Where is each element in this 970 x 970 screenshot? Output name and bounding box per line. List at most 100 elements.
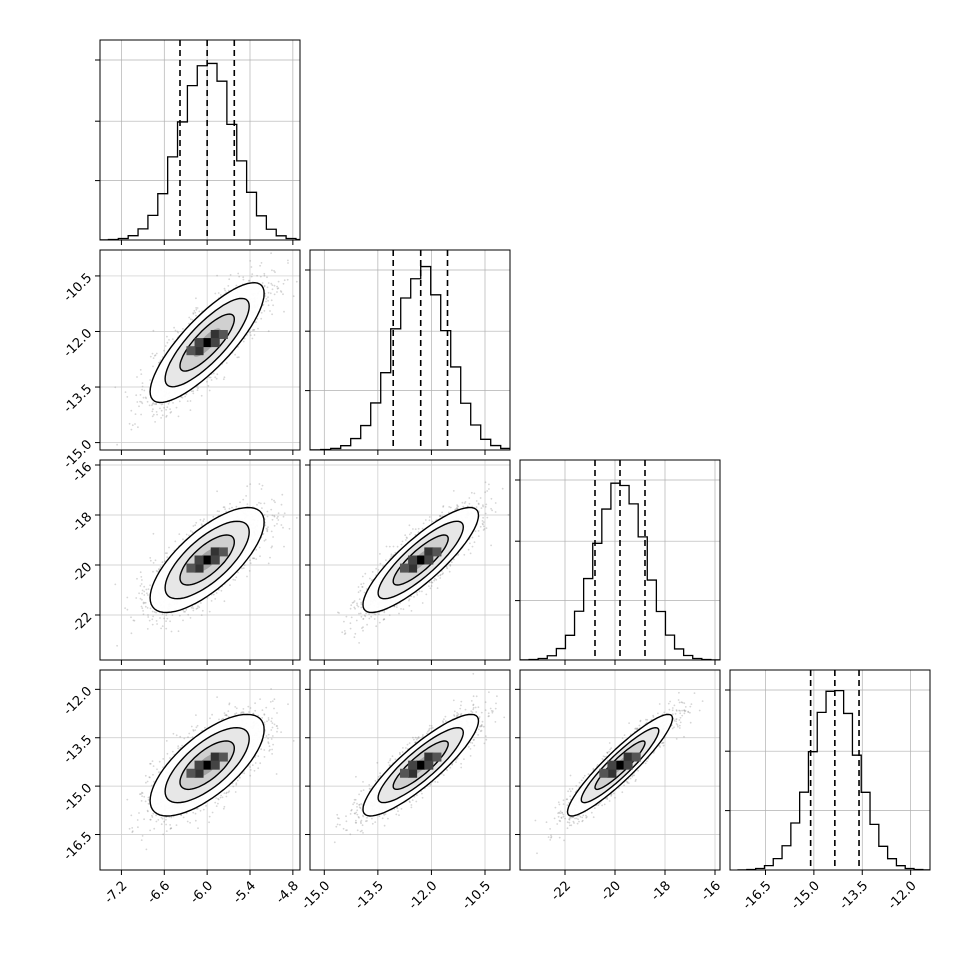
- scatter-point: [365, 612, 367, 615]
- scatter-point: [155, 620, 158, 622]
- scatter-point: [260, 262, 263, 264]
- scatter-point: [159, 407, 161, 410]
- scatter-point: [267, 282, 270, 284]
- scatter-point: [141, 598, 143, 601]
- scatter-point: [165, 614, 168, 617]
- scatter-point: [456, 505, 459, 507]
- scatter-point: [137, 426, 139, 429]
- scatter-point: [164, 345, 167, 347]
- scatter-point: [267, 304, 270, 307]
- scatter-point: [158, 568, 160, 570]
- scatter-point: [152, 329, 155, 332]
- scatter-point: [182, 328, 184, 330]
- scatter-point: [114, 583, 117, 586]
- scatter-point: [232, 578, 235, 581]
- scatter-point: [400, 608, 402, 610]
- scatter-point: [267, 526, 269, 528]
- scatter-point: [192, 313, 195, 315]
- scatter-point: [128, 422, 131, 425]
- scatter-point: [185, 608, 188, 611]
- scatter-point: [151, 610, 154, 613]
- scatter-point: [249, 260, 252, 262]
- scatter-point: [373, 618, 376, 620]
- scatter-point: [142, 613, 145, 616]
- scatter-point: [206, 380, 208, 383]
- scatter-point: [154, 421, 156, 423]
- scatter-point: [229, 584, 231, 586]
- scatter-point: [217, 588, 220, 591]
- scatter-point: [164, 552, 167, 554]
- scatter-point: [165, 414, 168, 417]
- scatter-point: [235, 505, 238, 508]
- scatter-point: [267, 291, 270, 294]
- scatter-point: [130, 616, 132, 619]
- scatter-point: [265, 527, 268, 530]
- scatter-point: [145, 397, 147, 400]
- scatter-point: [276, 285, 278, 288]
- scatter-point: [408, 533, 411, 536]
- scatter-point: [341, 631, 344, 634]
- scatter-point: [216, 274, 218, 277]
- scatter-point: [147, 616, 150, 618]
- scatter-point: [146, 607, 149, 609]
- scatter-point: [263, 513, 266, 516]
- scatter-point: [198, 606, 201, 609]
- scatter-point: [405, 536, 408, 539]
- scatter-point: [155, 403, 157, 406]
- scatter-point: [141, 607, 144, 610]
- scatter-point: [124, 391, 127, 393]
- scatter-point: [196, 607, 199, 609]
- scatter-point: [253, 334, 256, 336]
- scatter-point: [134, 413, 137, 415]
- scatter-point: [200, 602, 202, 604]
- scatter-point: [152, 402, 155, 404]
- scatter-point: [195, 314, 197, 317]
- scatter-point: [436, 587, 439, 589]
- scatter-point: [390, 553, 393, 556]
- scatter-point: [140, 413, 142, 416]
- scatter-panel-2-1: [305, 459, 511, 665]
- scatter-point: [276, 523, 278, 525]
- scatter-point: [212, 515, 215, 518]
- scatter-point: [163, 617, 165, 620]
- scatter-point: [192, 609, 195, 612]
- scatter-point: [352, 601, 355, 604]
- scatter-point: [133, 619, 136, 622]
- scatter-point: [177, 331, 180, 334]
- scatter-point: [151, 403, 154, 405]
- scatter-point: [170, 411, 173, 413]
- scatter-point: [507, 514, 510, 516]
- scatter-point: [136, 401, 139, 403]
- scatter-point: [180, 396, 183, 398]
- scatter-point: [170, 630, 173, 633]
- scatter-point: [143, 590, 146, 593]
- scatter-point: [195, 521, 198, 524]
- scatter-point: [140, 605, 143, 608]
- scatter-point: [141, 402, 144, 405]
- scatter-point: [166, 341, 169, 344]
- scatter-point: [362, 626, 364, 629]
- scatter-point: [152, 615, 154, 618]
- scatter-point: [152, 532, 155, 535]
- scatter-point: [141, 589, 144, 592]
- scatter-point: [282, 526, 284, 529]
- scatter-point: [229, 502, 231, 505]
- scatter-point: [126, 608, 129, 611]
- scatter-point: [265, 298, 268, 300]
- scatter-point: [273, 293, 276, 296]
- scatter-point: [166, 552, 168, 554]
- scatter-point: [212, 372, 215, 375]
- scatter-point: [263, 502, 266, 505]
- scatter-point: [139, 400, 141, 403]
- scatter-panel-1-0: [95, 249, 301, 455]
- scatter-point: [223, 287, 226, 290]
- scatter-point: [228, 278, 231, 281]
- scatter-point: [253, 557, 256, 560]
- scatter-point: [373, 613, 376, 615]
- scatter-point: [141, 579, 143, 581]
- scatter-point: [353, 636, 356, 639]
- scatter-point: [155, 569, 158, 572]
- scatter-point: [269, 292, 272, 295]
- scatter-point: [142, 602, 145, 605]
- scatter-point: [171, 614, 174, 616]
